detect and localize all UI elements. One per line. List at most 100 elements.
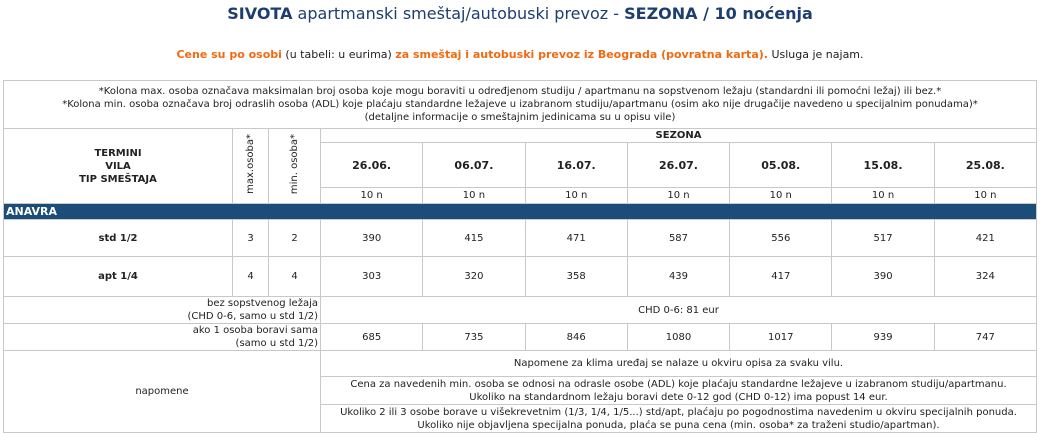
date-text: 15.08. xyxy=(863,158,903,172)
title-place: SIVOTA xyxy=(227,4,293,23)
price-text: 517 xyxy=(873,232,893,244)
max-text: 3 xyxy=(247,232,254,244)
remark-text: Cena za navedenih min. osoba se odnosi n… xyxy=(350,378,1007,390)
table-row: ako 1 osoba boravi sama (samo u std 1/2) 6… xyxy=(3,323,1038,351)
remark-text: Ukoliko na standardnom ležaju boravi det… xyxy=(469,391,888,403)
price-text: 421 xyxy=(975,232,995,244)
table-row: 10 n 10 n 10 n 10 n 10 n 10 n 10 n xyxy=(4,187,1038,204)
date-text: 16.07. xyxy=(556,158,596,172)
remark: Ukoliko 2 ili 3 osobe borave u višekreve… xyxy=(320,404,1037,433)
section: ANAVRA xyxy=(3,203,1037,220)
nights: 10 n xyxy=(524,187,628,204)
min-text: 2 xyxy=(291,232,298,244)
nights-text: 10 n xyxy=(667,190,690,201)
title-text: apartmanski smeštaj/autobuski prevoz - xyxy=(292,4,625,23)
min: 2 xyxy=(268,219,321,257)
price: 390 xyxy=(319,219,424,257)
nights-text: 10 n xyxy=(565,190,588,201)
single-price-text: 939 xyxy=(873,331,893,343)
season: SEZONA xyxy=(320,128,1037,143)
single-price-text: 846 xyxy=(566,331,586,343)
min: 4 xyxy=(268,256,321,297)
date-text: 25.08. xyxy=(965,158,1005,172)
price-text: 471 xyxy=(566,232,586,244)
nights-text: 10 n xyxy=(769,190,792,201)
price-text: 417 xyxy=(771,271,791,282)
notes-text: (detaljne informacije o smeštajnim jedin… xyxy=(364,112,676,123)
date-text: 26.06. xyxy=(352,158,392,172)
child-label: bez sopstvenog ležaja (CHD 0-6, samo u st… xyxy=(3,296,321,324)
price: 587 xyxy=(626,219,731,257)
single-price: 1017 xyxy=(729,323,833,351)
nights-text: 10 n xyxy=(871,190,895,201)
single-price: 939 xyxy=(831,323,935,351)
single-price-text: 1017 xyxy=(768,331,794,343)
max: 3 xyxy=(232,219,269,257)
nights: 10 n xyxy=(626,187,731,204)
price: 415 xyxy=(422,219,526,257)
title: SIVOTA apartmanski smeštaj/autobuski pre… xyxy=(0,4,1040,23)
date-text: 06.07. xyxy=(454,158,494,172)
season-text: SEZONA xyxy=(655,130,702,141)
nights: 10 n xyxy=(933,187,1038,204)
date: 26.06. xyxy=(319,142,424,188)
price-table: *Kolona max. osoba označava maksimalan b… xyxy=(3,80,1038,433)
date: 05.08. xyxy=(729,142,833,188)
table-row: 26.06. 06.07. 16.07. 26.07. 05.08. 15.08. 25.0… xyxy=(4,142,1038,188)
remark-text: Ukoliko 2 ili 3 osobe borave u višekreve… xyxy=(340,406,1017,418)
subtitle-part: Cene su po osobi xyxy=(176,48,282,61)
single-price-text: 685 xyxy=(362,331,382,343)
price-text: 324 xyxy=(975,271,995,282)
min-text: 4 xyxy=(291,271,298,282)
price: 417 xyxy=(729,256,833,297)
price-text: 587 xyxy=(668,232,689,244)
price-text: 439 xyxy=(668,271,689,282)
head-min-text: min. osoba* xyxy=(289,133,300,195)
subtitle-part: za smeštaj i autobuski prevoz iz Beograd… xyxy=(395,48,768,61)
table-row: Cena za navedenih min. osoba se odnosi n… xyxy=(4,376,1037,405)
price-text: 390 xyxy=(362,232,382,244)
remark: Cena za navedenih min. osoba se odnosi n… xyxy=(320,376,1037,405)
nights-text: 10 n xyxy=(360,190,383,201)
single-price: 1080 xyxy=(626,323,731,351)
remark: Napomene za klima uređaj se nalaze u okv… xyxy=(320,350,1037,377)
table-row: std 1/2 3 2 390 415 471 587 556 517 421 xyxy=(3,219,1038,257)
date-text: 05.08. xyxy=(761,158,801,172)
table-row: napomene Napomene za klima uređaj se nala… xyxy=(3,350,1037,433)
price-text: 390 xyxy=(873,271,893,282)
price: 556 xyxy=(729,219,833,257)
price: 439 xyxy=(626,256,731,297)
nights: 10 n xyxy=(729,187,833,204)
nights-text: 10 n xyxy=(974,190,997,201)
date: 06.07. xyxy=(422,142,526,188)
single-label-text: ako 1 osoba boravi sama xyxy=(192,325,318,336)
head-max-text: max.osoba* xyxy=(245,134,256,194)
head-label-text: TERMINI xyxy=(94,147,142,159)
price: 390 xyxy=(831,256,935,297)
title-season: SEZONA / 10 noćenja xyxy=(624,4,813,23)
price-text: 303 xyxy=(362,271,382,282)
child-text: CHD 0-6: 81 eur xyxy=(320,296,1037,324)
table-row: apt 1/4 4 4 303 320 358 439 417 390 324 xyxy=(3,256,1038,297)
single-label-text: (samo u std 1/2) xyxy=(235,338,318,349)
head-label: TERMINI VILA TIP SMEŠTAJA xyxy=(3,128,233,204)
price: 303 xyxy=(319,256,424,297)
remarks-label: napomene xyxy=(3,350,321,433)
single-label: ako 1 osoba boravi sama (samo u std 1/2) xyxy=(3,323,321,351)
child-text-text: CHD 0-6: 81 eur xyxy=(638,304,719,316)
single-price-text: 747 xyxy=(975,331,995,343)
price-text: 556 xyxy=(771,232,791,244)
unit-type: apt 1/4 xyxy=(3,256,233,297)
table-row: *Kolona max. osoba označava maksimalan b… xyxy=(3,80,1037,129)
date: 26.07. xyxy=(626,142,731,188)
remarks-label-text: napomene xyxy=(135,386,189,397)
unit-type-text: apt 1/4 xyxy=(98,271,138,282)
single-price-text: 735 xyxy=(464,331,484,343)
unit-type: std 1/2 xyxy=(3,219,233,257)
price-text: 358 xyxy=(566,271,586,282)
table-row: bez sopstvenog ležaja (CHD 0-6, samo u st… xyxy=(3,296,1037,324)
subtitle: Cene su po osobi (u tabeli: u eurima) za… xyxy=(0,48,1040,61)
date: 15.08. xyxy=(831,142,935,188)
price-text: 415 xyxy=(464,232,484,244)
